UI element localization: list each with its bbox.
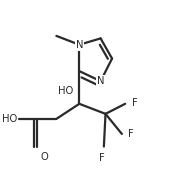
Text: HO: HO xyxy=(58,86,73,96)
Text: F: F xyxy=(99,153,105,163)
Text: N: N xyxy=(97,76,104,86)
Text: F: F xyxy=(128,129,134,139)
Text: O: O xyxy=(41,152,49,162)
Text: F: F xyxy=(132,97,138,108)
Text: N: N xyxy=(76,40,83,50)
Text: HO: HO xyxy=(2,114,17,124)
